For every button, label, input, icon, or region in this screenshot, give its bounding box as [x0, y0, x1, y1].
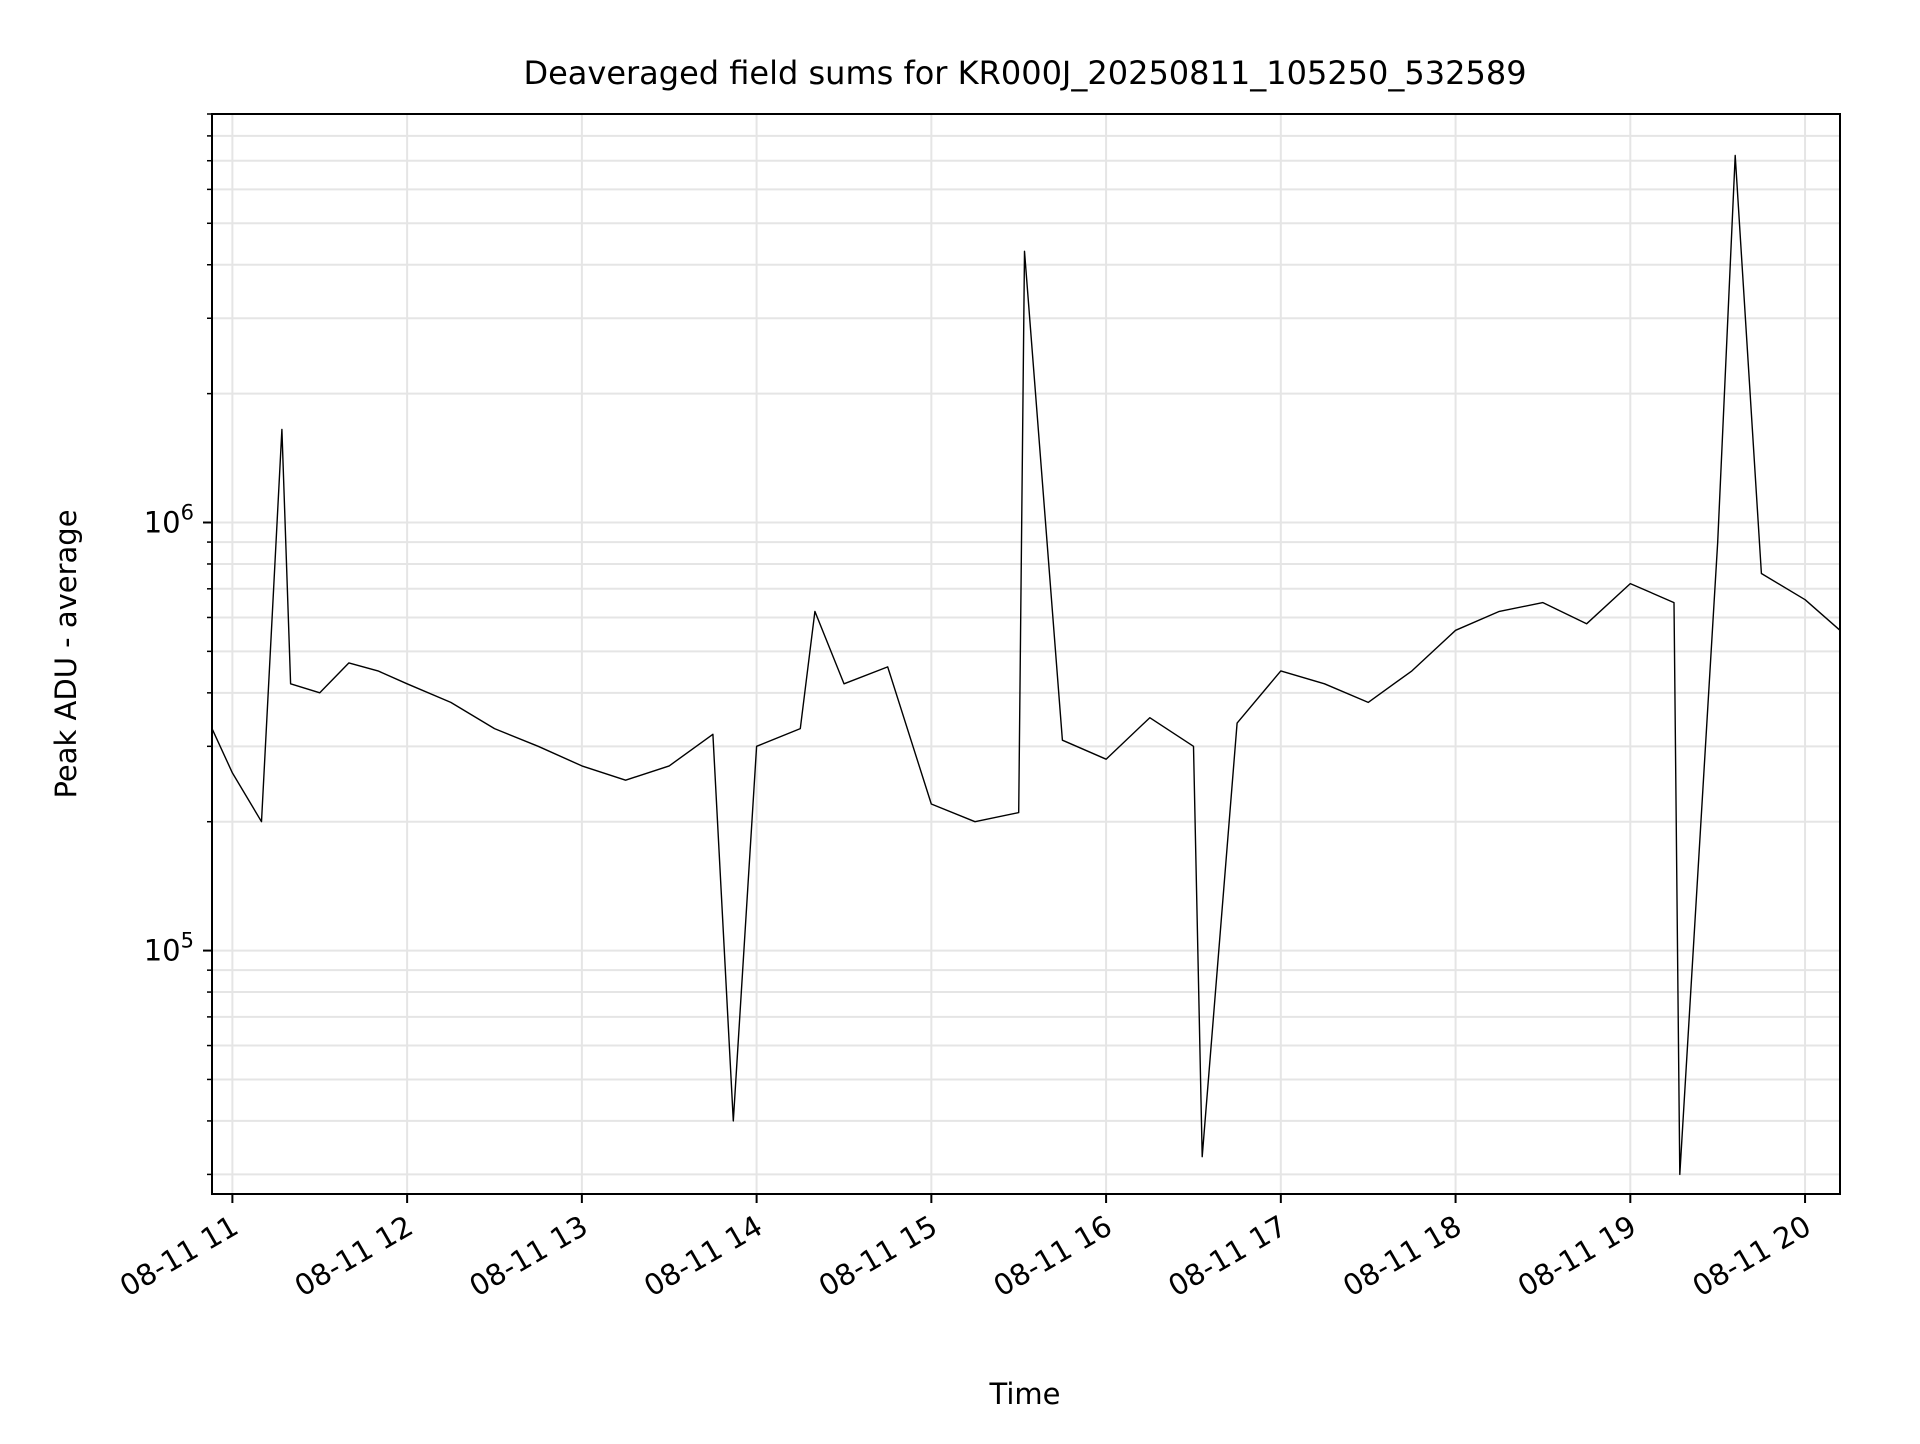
x-tick-label: 08-11 14 — [638, 1209, 768, 1304]
y-tick-label: 106 — [144, 500, 194, 539]
chart-title: Deaveraged field sums for KR000J_2025081… — [523, 54, 1526, 92]
x-tick-label: 08-11 11 — [114, 1209, 244, 1304]
x-tick-label: 08-11 12 — [289, 1209, 419, 1304]
y-tick-exponent: 6 — [181, 500, 194, 524]
x-axis-label: Time — [989, 1377, 1061, 1411]
x-tick-label: 08-11 16 — [988, 1209, 1118, 1304]
series-line — [211, 154, 1841, 1176]
series-layer — [211, 154, 1841, 1176]
y-tick-label: 105 — [144, 929, 194, 968]
y-tick-base: 10 — [144, 505, 181, 539]
grid-lines — [212, 113, 1840, 1194]
x-tick-label: 08-11 13 — [463, 1209, 593, 1304]
y-tick-exponent: 5 — [181, 929, 194, 953]
y-axis-label: Peak ADU - average — [49, 509, 83, 798]
x-tick-label: 08-11 18 — [1337, 1209, 1467, 1304]
x-tick-label: 08-11 15 — [813, 1209, 943, 1304]
y-tick-base: 10 — [144, 934, 181, 968]
x-tick-label: 08-11 19 — [1512, 1209, 1642, 1304]
plot-frame — [211, 113, 1841, 1195]
x-tick-label: 08-11 20 — [1687, 1209, 1817, 1304]
x-tick-label: 08-11 17 — [1162, 1209, 1292, 1304]
x-axis: 08-11 11 08-11 12 08-11 13 08-11 14 08-11 15… — [114, 1194, 1817, 1303]
